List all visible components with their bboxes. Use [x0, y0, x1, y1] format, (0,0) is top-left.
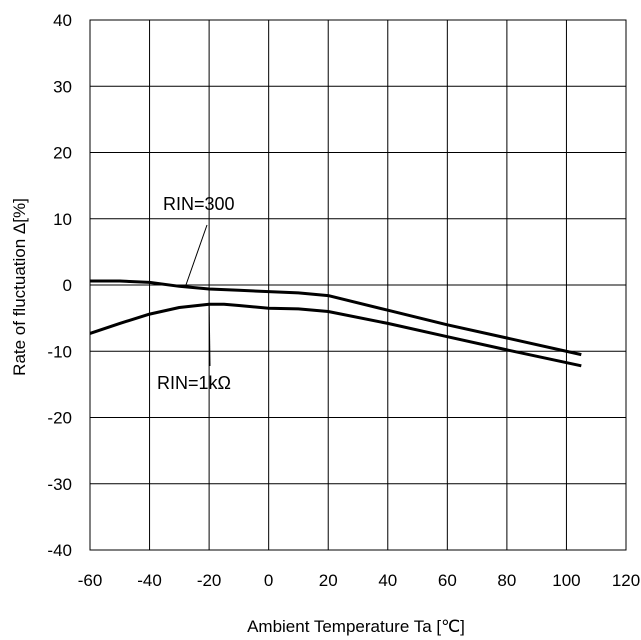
series-annotation-rin-1k: RIN=1kΩ	[157, 373, 231, 393]
x-tick-label: -60	[78, 571, 103, 590]
y-tick-label: 40	[53, 11, 72, 30]
x-axis-label: Ambient Temperature Ta [℃]	[247, 617, 465, 636]
series-lines	[89, 279, 582, 368]
x-tick-label: -20	[197, 571, 222, 590]
y-tick-label: 30	[53, 77, 72, 96]
leader-line-rin-300	[184, 224, 208, 288]
series-line-1	[89, 302, 582, 368]
annotation-leaders	[184, 224, 211, 367]
series-annotation-rin-300: RIN=300	[163, 194, 235, 214]
y-tick-label: -40	[47, 541, 72, 560]
leader-line-rin-1k	[208, 304, 211, 367]
x-tick-label: 120	[612, 571, 640, 590]
y-tick-label: 0	[63, 276, 72, 295]
x-tick-labels: -60 -40 -20 0 20 40 60 80 100 120	[78, 571, 640, 590]
x-tick-label: 0	[264, 571, 273, 590]
plot-frame	[89, 19, 627, 551]
y-tick-label: -30	[47, 475, 72, 494]
x-tick-label: 20	[319, 571, 338, 590]
y-axis-label: Rate of fluctuation Δ[%]	[10, 198, 29, 376]
y-tick-label: -10	[47, 342, 72, 361]
series-line-0	[90, 279, 582, 357]
x-tick-label: -40	[137, 571, 162, 590]
y-tick-label: 10	[53, 210, 72, 229]
x-tick-label: 40	[378, 571, 397, 590]
y-tick-label: 20	[53, 144, 72, 163]
y-tick-labels: -40 -30 -20 -10 0 10 20 30 40	[47, 11, 72, 560]
x-tick-label: 80	[497, 571, 516, 590]
x-tick-label: 100	[552, 571, 580, 590]
y-tick-label: -20	[47, 409, 72, 428]
x-tick-label: 60	[438, 571, 457, 590]
